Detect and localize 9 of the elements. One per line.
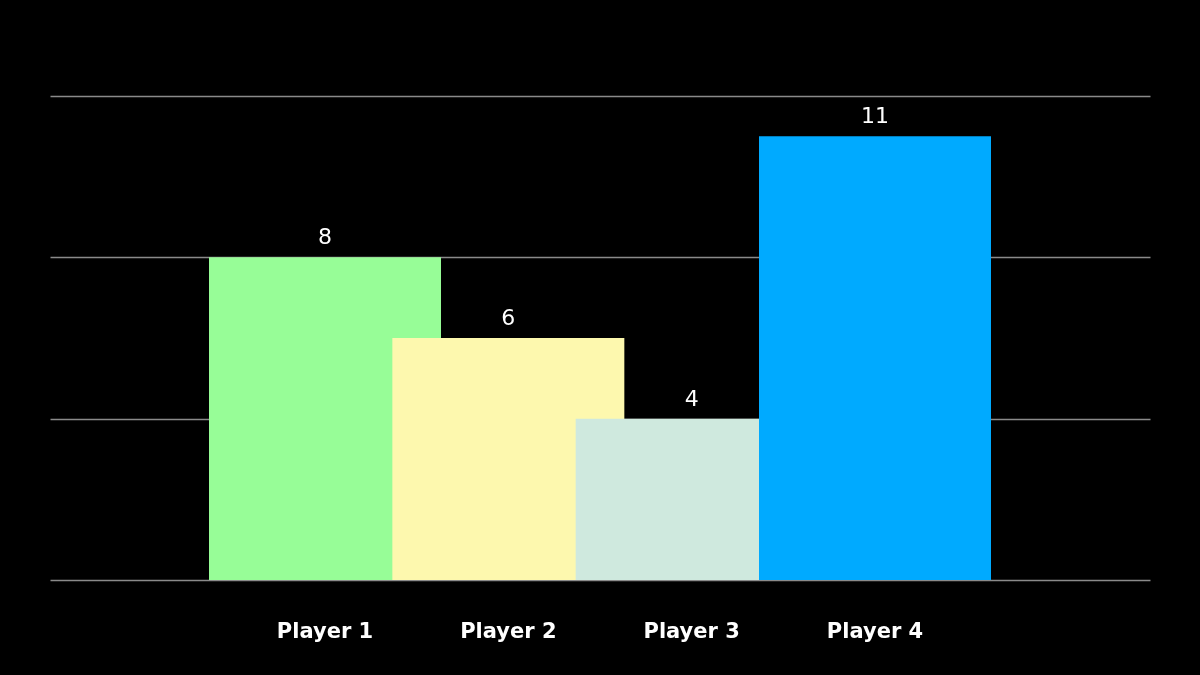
bar: [759, 136, 991, 580]
data-label: 8: [318, 224, 332, 250]
data-label: 4: [684, 385, 699, 411]
data-label: 11: [861, 103, 889, 129]
data-label: 6: [501, 305, 516, 330]
x-tick-label: Player 2: [460, 618, 557, 643]
x-tick-label: Player 1: [276, 618, 374, 643]
x-tick-label: Player 4: [826, 618, 924, 643]
x-tick-label: Player 3: [643, 618, 740, 643]
